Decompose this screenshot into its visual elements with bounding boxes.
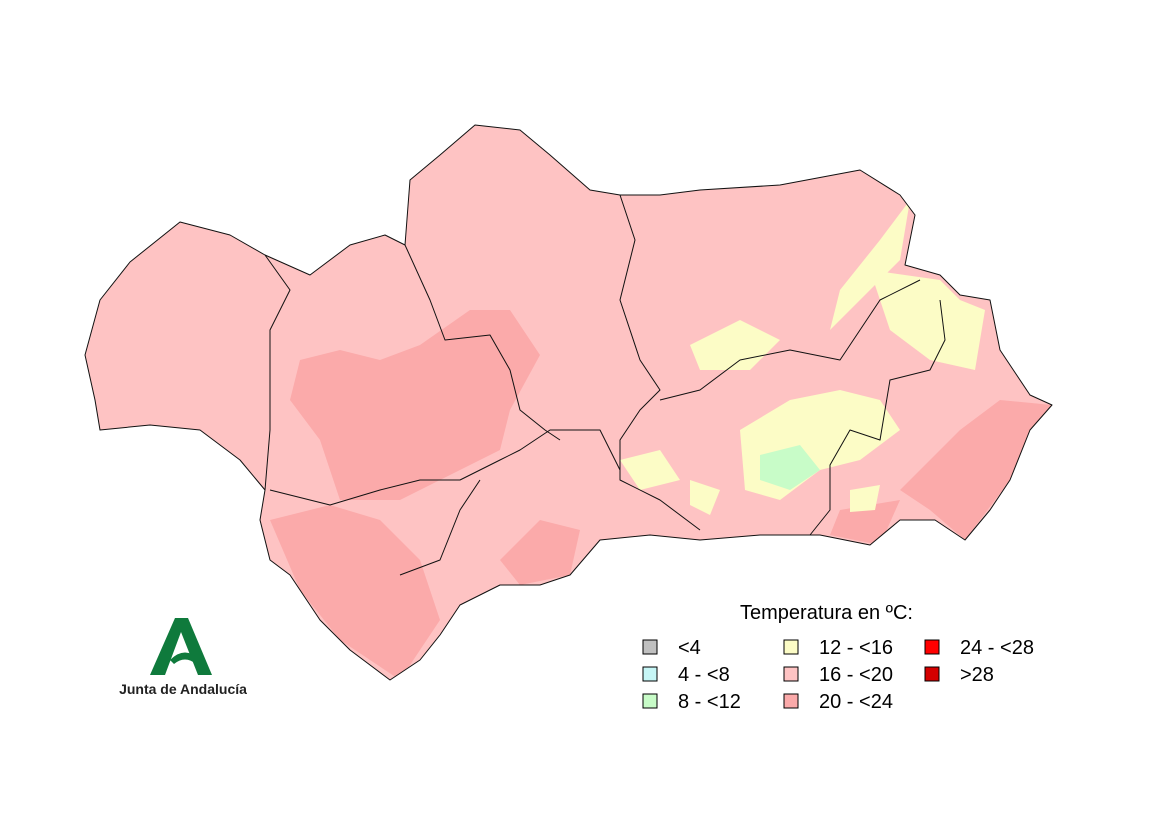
zone-20-24 [500, 520, 580, 585]
province-border [659, 279, 921, 401]
zone-12-16 [620, 450, 680, 490]
zone-20-24 [830, 500, 900, 545]
logo-mark [150, 618, 212, 675]
logo-mark [170, 652, 200, 664]
zone-20-24 [290, 310, 540, 500]
legend-title: Temperatura en ºC: [740, 602, 913, 624]
province-border [399, 479, 481, 576]
legend-swatch [783, 639, 799, 655]
legend: <4 4 - <8 8 - <12 12 - <16 16 - <20 20 - <24 2… [642, 637, 1034, 713]
logo: Junta de Andalucía [119, 618, 247, 697]
legend-label: 4 - <8 [678, 664, 730, 686]
logo-text: Junta de Andalucía [119, 681, 247, 697]
legend-swatch [642, 693, 658, 709]
legend-swatch [924, 666, 940, 682]
province-border [404, 244, 561, 441]
legend-label: 20 - <24 [819, 691, 893, 713]
zone-12-16 [690, 320, 780, 370]
zone-12-16 [830, 200, 910, 330]
zone-20-24 [270, 505, 440, 680]
province-border [264, 254, 291, 491]
province-borders [264, 194, 946, 576]
province-border [619, 194, 701, 531]
legend-swatch [642, 639, 658, 655]
zone-12-16 [690, 480, 720, 515]
zone-8-12 [760, 445, 820, 490]
zone-12-16 [850, 485, 880, 512]
legend-label: 8 - <12 [678, 691, 741, 713]
zone-20-24 [900, 400, 1052, 540]
province-border [809, 299, 946, 536]
legend-label: >28 [960, 664, 994, 686]
province-border [269, 429, 621, 506]
legend-swatch [642, 666, 658, 682]
legend-swatch [783, 693, 799, 709]
zone-12-16 [870, 270, 985, 370]
legend-swatch [924, 639, 940, 655]
legend-label: 12 - <16 [819, 637, 893, 659]
legend-label: 16 - <20 [819, 664, 893, 686]
legend-swatch [783, 666, 799, 682]
legend-label: 24 - <28 [960, 637, 1034, 659]
legend-label: <4 [678, 637, 701, 659]
